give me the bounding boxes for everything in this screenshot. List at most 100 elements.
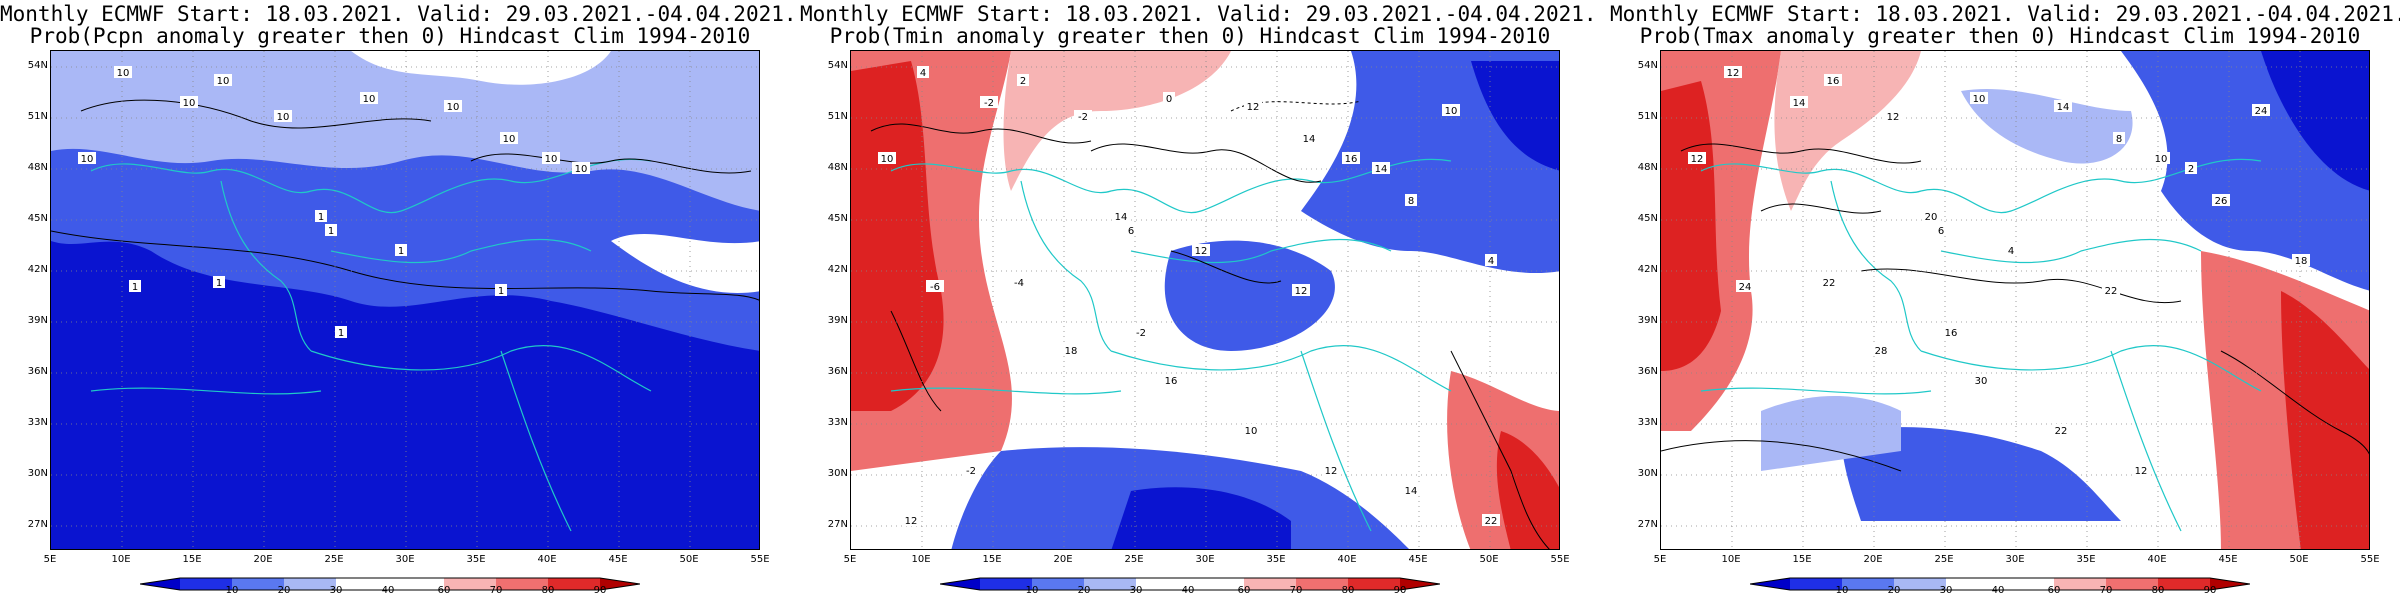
panel-title-line1: Monthly ECMWF Start: 18.03.2021. Valid: … — [800, 2, 1597, 26]
contour-label: 2 — [2185, 162, 2197, 175]
svg-text:10: 10 — [183, 98, 196, 109]
lon-tick-label: 40E — [537, 554, 557, 565]
svg-text:4: 4 — [2008, 246, 2014, 257]
tmax-panel: Monthly ECMWF Start: 18.03.2021. Valid: … — [1610, 0, 2400, 600]
svg-text:10: 10 — [363, 94, 376, 105]
colorbar-tick-label: 40 — [1181, 585, 1195, 596]
svg-text:10: 10 — [1245, 426, 1258, 437]
contour-label: 4 — [1485, 254, 1497, 267]
lon-tick-label: 20E — [1863, 554, 1883, 565]
lat-tick-label: 51N — [827, 111, 848, 122]
svg-text:22: 22 — [1485, 516, 1498, 527]
contour-label: 0 — [1163, 92, 1175, 105]
lon-tick-label: 20E — [253, 554, 273, 565]
colorbar-tick-label: 30 — [329, 585, 343, 596]
contour-label: 10 — [1242, 424, 1260, 437]
svg-text:10: 10 — [117, 68, 130, 79]
svg-text:10: 10 — [2155, 154, 2168, 165]
lat-tick-label: 33N — [27, 417, 48, 428]
colorbar-tick-label: 10 — [1025, 585, 1039, 596]
contour-label: -4 — [1010, 276, 1028, 289]
colorbar-tick-label: 70 — [2099, 585, 2113, 596]
contour-label: 28 — [1872, 344, 1890, 357]
contour-label: 14 — [1402, 484, 1420, 497]
lon-tick-label: 55E — [750, 554, 770, 565]
lat-tick-label: 48N — [827, 162, 848, 173]
lat-tick-label: 45N — [827, 213, 848, 224]
svg-text:16: 16 — [1165, 376, 1178, 387]
map-fill-blue-dark-east — [1471, 61, 1559, 171]
lon-tick-label: 15E — [1792, 554, 1812, 565]
panel-title-line2: Prob(Tmax anomaly greater then 0) Hindca… — [1639, 24, 2361, 48]
contour-label: 22 — [1482, 514, 1500, 527]
contour-label: 14 — [1112, 210, 1130, 223]
svg-text:14: 14 — [1793, 98, 1806, 109]
panel-title-line1: Monthly ECMWF Start: 18.03.2021. Valid: … — [1610, 2, 2400, 26]
map-fill-lightred-west — [1774, 51, 1921, 211]
lat-tick-label: 51N — [1637, 111, 1658, 122]
contour-label: 22 — [2102, 284, 2120, 297]
lon-tick-label: 45E — [1408, 554, 1428, 565]
map-fill-red-west-dark — [851, 61, 944, 411]
lon-tick-label: 5E — [843, 554, 857, 565]
lat-tick-label: 42N — [27, 264, 48, 275]
lat-tick-label: 30N — [1637, 468, 1658, 479]
lat-tick-label: 39N — [827, 315, 848, 326]
svg-text:10: 10 — [1445, 106, 1458, 117]
lon-tick-label: 45E — [608, 554, 628, 565]
colorbar-tick-label: 60 — [437, 585, 451, 596]
colorbar-tick-label: 20 — [1887, 585, 1901, 596]
svg-text:4: 4 — [1488, 256, 1494, 267]
svg-text:4: 4 — [920, 68, 926, 79]
contour-label: 10 — [500, 132, 518, 145]
colorbar — [940, 577, 1440, 591]
lon-tick-label: 35E — [1266, 554, 1286, 565]
contour-label: 10 — [114, 66, 132, 79]
svg-text:10: 10 — [217, 76, 230, 87]
svg-text:6: 6 — [1938, 226, 1944, 237]
coastlines — [90, 158, 652, 532]
svg-text:-2: -2 — [1078, 112, 1088, 123]
colorbar — [140, 577, 640, 591]
svg-text:24: 24 — [1739, 282, 1752, 293]
svg-text:10: 10 — [545, 154, 558, 165]
svg-text:24: 24 — [2255, 106, 2268, 117]
svg-text:14: 14 — [1405, 486, 1418, 497]
contour-label: 16 — [1942, 326, 1960, 339]
lat-tick-label: 27N — [827, 519, 848, 530]
colorbar-tick-label: 60 — [1237, 585, 1251, 596]
lon-tick-label: 30E — [1195, 554, 1215, 565]
svg-text:12: 12 — [1727, 68, 1740, 79]
svg-text:1: 1 — [132, 282, 138, 293]
map-fill-blue-south — [1841, 427, 2121, 521]
contour-label: 12 — [1244, 100, 1262, 113]
svg-text:1: 1 — [328, 226, 334, 237]
colorbar-tick-label: 70 — [489, 585, 503, 596]
svg-text:1: 1 — [498, 286, 504, 297]
svg-text:16: 16 — [1945, 328, 1958, 339]
contour-label: 18 — [1062, 344, 1080, 357]
tmin-panel: Monthly ECMWF Start: 18.03.2021. Valid: … — [800, 0, 1597, 600]
lon-tick-label: 50E — [2289, 554, 2309, 565]
svg-text:8: 8 — [1408, 196, 1414, 207]
svg-text:2: 2 — [2188, 164, 2194, 175]
lat-tick-label: 45N — [27, 213, 48, 224]
contour-label: 12 — [1322, 464, 1340, 477]
lat-tick-label: 54N — [1637, 60, 1658, 71]
lat-tick-label: 51N — [27, 111, 48, 122]
tmin-map: 4 2 -2 -2 0 12 14 16 10 14 12 6 -4 -6 -2 14 12 10 8 4 18 16 10… — [850, 50, 1560, 550]
contour-label: 8 — [1405, 194, 1417, 207]
contour-label: 1 — [335, 326, 347, 339]
svg-text:12: 12 — [1247, 102, 1260, 113]
contour-label: 10 — [542, 152, 560, 165]
contours — [51, 99, 759, 301]
lon-tick-label: 5E — [43, 554, 57, 565]
contour-label: 10 — [1970, 92, 1988, 105]
panel-title-line1: Monthly ECMWF Start: 18.03.2021. Valid: … — [0, 2, 797, 26]
svg-text:22: 22 — [1823, 278, 1836, 289]
lon-tick-label: 40E — [2147, 554, 2167, 565]
colorbar-tick-label: 40 — [1991, 585, 2005, 596]
map-fill-lightblue-south — [1761, 396, 1901, 471]
lon-tick-label: 10E — [111, 554, 131, 565]
panel-title-line2: Prob(Tmin anomaly greater then 0) Hindca… — [829, 24, 1551, 48]
